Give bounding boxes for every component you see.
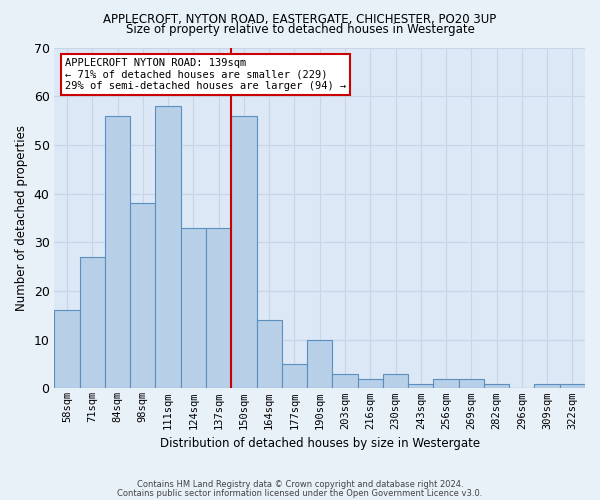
Bar	[535, 384, 560, 388]
Bar	[257, 320, 282, 388]
Bar	[408, 384, 433, 388]
Text: Size of property relative to detached houses in Westergate: Size of property relative to detached ho…	[125, 22, 475, 36]
Bar	[181, 228, 206, 388]
Bar	[433, 378, 458, 388]
Text: Contains HM Land Registry data © Crown copyright and database right 2024.: Contains HM Land Registry data © Crown c…	[137, 480, 463, 489]
Bar	[358, 378, 383, 388]
Bar	[206, 228, 231, 388]
Bar	[155, 106, 181, 389]
Text: APPLECROFT, NYTON ROAD, EASTERGATE, CHICHESTER, PO20 3UP: APPLECROFT, NYTON ROAD, EASTERGATE, CHIC…	[103, 12, 497, 26]
Bar	[307, 340, 332, 388]
Bar	[80, 257, 105, 388]
Text: Contains public sector information licensed under the Open Government Licence v3: Contains public sector information licen…	[118, 488, 482, 498]
Bar	[332, 374, 358, 388]
Bar	[458, 378, 484, 388]
Bar	[105, 116, 130, 388]
Bar	[560, 384, 585, 388]
Bar	[282, 364, 307, 388]
Text: APPLECROFT NYTON ROAD: 139sqm
← 71% of detached houses are smaller (229)
29% of : APPLECROFT NYTON ROAD: 139sqm ← 71% of d…	[65, 58, 346, 91]
Bar	[130, 204, 155, 388]
Bar	[231, 116, 257, 388]
Bar	[484, 384, 509, 388]
Y-axis label: Number of detached properties: Number of detached properties	[15, 125, 28, 311]
Bar	[55, 310, 80, 388]
X-axis label: Distribution of detached houses by size in Westergate: Distribution of detached houses by size …	[160, 437, 480, 450]
Bar	[383, 374, 408, 388]
